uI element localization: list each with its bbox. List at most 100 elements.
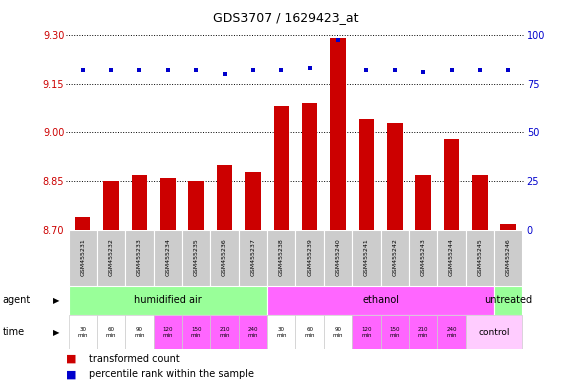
Bar [274,106,289,230]
Text: GSM455243: GSM455243 [421,238,425,276]
Text: GSM455236: GSM455236 [222,238,227,276]
Bar [359,119,374,230]
Text: 120
min: 120 min [361,327,372,338]
Bar [125,315,154,349]
Point [248,67,258,73]
Bar [267,286,494,315]
Bar [352,230,381,286]
Bar [97,315,125,349]
Bar [296,315,324,349]
Text: 150
min: 150 min [389,327,400,338]
Point [78,67,87,73]
Text: GSM455231: GSM455231 [80,238,85,276]
Text: ▶: ▶ [54,328,60,337]
Text: 120
min: 120 min [163,327,173,338]
Bar [210,315,239,349]
Text: transformed count: transformed count [89,354,179,364]
Point [107,67,116,73]
Point [192,67,201,73]
Text: 240
min: 240 min [248,327,258,338]
Text: 240
min: 240 min [447,327,457,338]
Bar [466,230,494,286]
Point [135,67,144,73]
Text: ethanol: ethanol [362,295,399,306]
Bar [324,230,352,286]
Bar [437,230,466,286]
Bar [182,315,210,349]
Bar [97,230,125,286]
Text: GSM455246: GSM455246 [506,238,511,276]
Bar [267,315,296,349]
Text: GDS3707 / 1629423_at: GDS3707 / 1629423_at [213,12,358,25]
Text: GSM455241: GSM455241 [364,238,369,276]
Text: 90
min: 90 min [333,327,343,338]
Bar [69,230,97,286]
Point [362,67,371,73]
Bar [381,315,409,349]
Point [419,69,428,75]
Bar [409,230,437,286]
Point [333,37,343,43]
Text: GSM455238: GSM455238 [279,238,284,276]
Text: 60
min: 60 min [304,327,315,338]
Bar [69,315,97,349]
Text: GSM455242: GSM455242 [392,238,397,276]
Bar [437,315,466,349]
Bar [330,38,346,230]
Bar [494,286,522,315]
Text: ■: ■ [66,369,76,379]
Bar [245,172,261,230]
Bar [352,315,381,349]
Text: untreated: untreated [484,295,532,306]
Text: agent: agent [3,295,31,306]
Point [475,67,484,73]
Text: 150
min: 150 min [191,327,202,338]
Bar [154,315,182,349]
Bar [182,230,210,286]
Bar [75,217,90,230]
Bar [472,175,488,230]
Text: GSM455245: GSM455245 [477,238,482,276]
Text: ▶: ▶ [54,296,60,305]
Bar [267,230,296,286]
Bar [132,175,147,230]
Bar [217,165,232,230]
Point [504,67,513,73]
Text: 30
min: 30 min [78,327,88,338]
Bar [239,230,267,286]
Point [390,67,399,73]
Bar [296,230,324,286]
Text: GSM455237: GSM455237 [251,238,255,276]
Point [277,67,286,73]
Bar [409,315,437,349]
Text: GSM455232: GSM455232 [108,238,114,276]
Text: 90
min: 90 min [134,327,144,338]
Text: GSM455233: GSM455233 [137,238,142,276]
Text: humidified air: humidified air [134,295,202,306]
Bar [466,315,522,349]
Text: percentile rank within the sample: percentile rank within the sample [89,369,254,379]
Text: GSM455240: GSM455240 [336,238,340,276]
Text: 210
min: 210 min [219,327,230,338]
Bar [210,230,239,286]
Text: GSM455234: GSM455234 [166,238,170,276]
Bar [188,182,204,230]
Bar [302,103,317,230]
Bar [444,139,459,230]
Bar [154,230,182,286]
Bar [387,123,403,230]
Bar [324,315,352,349]
Text: 210
min: 210 min [418,327,428,338]
Bar [415,175,431,230]
Text: 30
min: 30 min [276,327,287,338]
Bar [69,286,267,315]
Text: GSM455244: GSM455244 [449,238,454,276]
Bar [239,315,267,349]
Point [305,65,314,71]
Bar [160,178,176,230]
Bar [125,230,154,286]
Bar [494,230,522,286]
Point [220,71,229,77]
Bar [103,182,119,230]
Text: control: control [478,328,510,337]
